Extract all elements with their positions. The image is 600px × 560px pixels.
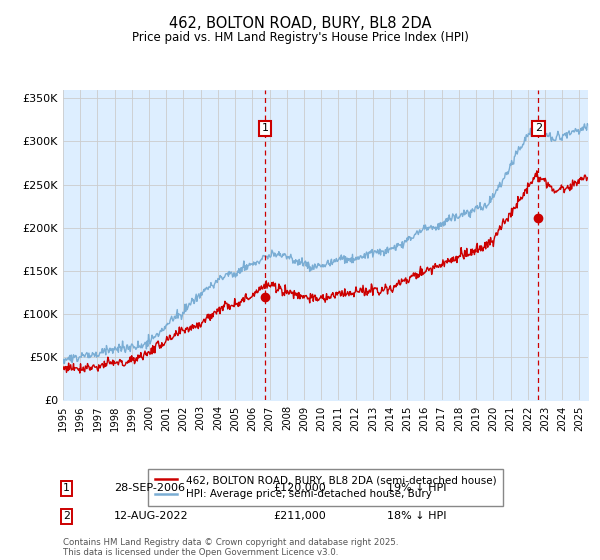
Text: 2: 2: [535, 123, 542, 133]
Text: Price paid vs. HM Land Registry's House Price Index (HPI): Price paid vs. HM Land Registry's House …: [131, 31, 469, 44]
Text: 462, BOLTON ROAD, BURY, BL8 2DA: 462, BOLTON ROAD, BURY, BL8 2DA: [169, 16, 431, 31]
Text: 28-SEP-2006: 28-SEP-2006: [114, 483, 185, 493]
Text: £120,000: £120,000: [273, 483, 326, 493]
Text: Contains HM Land Registry data © Crown copyright and database right 2025.
This d: Contains HM Land Registry data © Crown c…: [63, 538, 398, 557]
Text: 19% ↓ HPI: 19% ↓ HPI: [387, 483, 446, 493]
Text: £211,000: £211,000: [273, 511, 326, 521]
Text: 18% ↓ HPI: 18% ↓ HPI: [387, 511, 446, 521]
Text: 2: 2: [63, 511, 70, 521]
Text: 1: 1: [262, 123, 269, 133]
Text: 12-AUG-2022: 12-AUG-2022: [114, 511, 188, 521]
Legend: 462, BOLTON ROAD, BURY, BL8 2DA (semi-detached house), HPI: Average price, semi-: 462, BOLTON ROAD, BURY, BL8 2DA (semi-de…: [148, 469, 503, 506]
Text: 1: 1: [63, 483, 70, 493]
